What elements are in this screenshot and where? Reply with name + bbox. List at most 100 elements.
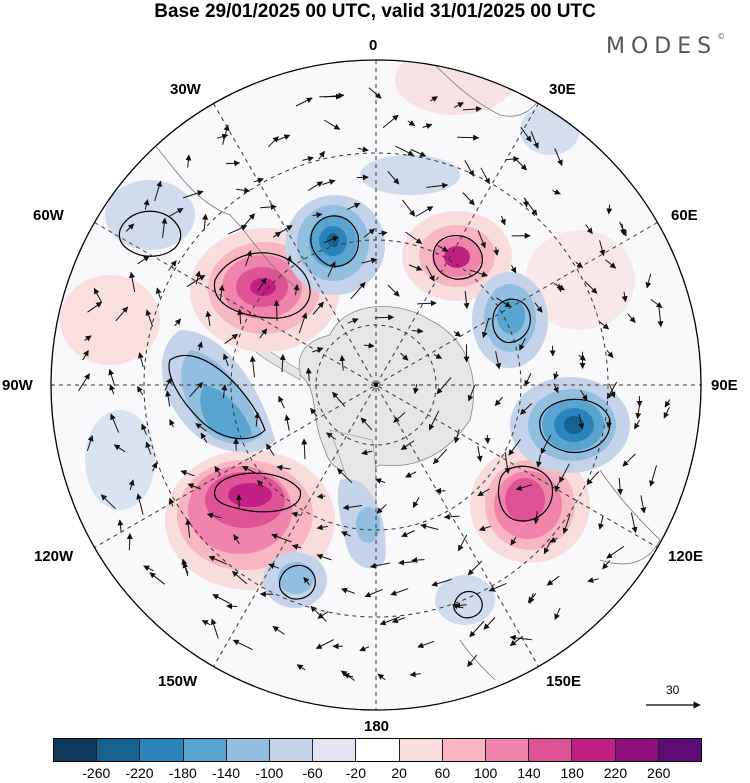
colorbar-tick-label: 60 <box>434 765 451 781</box>
wind-vector <box>422 123 433 130</box>
colorbar-tick-label: -20 <box>345 765 366 781</box>
wind-vector <box>543 540 552 555</box>
colorbar-swatch <box>97 739 141 761</box>
wind-vector <box>341 587 356 594</box>
wind-vector <box>310 407 318 417</box>
wind-vector <box>520 126 532 143</box>
antarctica-landmass <box>298 306 474 473</box>
wind-vector <box>430 96 439 102</box>
wind-vector <box>400 440 415 451</box>
wind-vector <box>481 317 490 339</box>
colorbar-swatch <box>356 739 400 761</box>
wind-vector <box>308 181 324 191</box>
wind-vector <box>208 555 228 565</box>
wind-vector <box>222 353 229 367</box>
wind-vector <box>214 466 221 475</box>
lon-label-0: 0 <box>369 37 378 54</box>
wind-vector <box>278 395 285 409</box>
wind-vector <box>382 114 399 129</box>
wind-vector <box>477 230 486 249</box>
wind-vector <box>410 149 427 157</box>
wind-vector <box>161 217 168 238</box>
wind-vector <box>182 190 204 199</box>
wind-vector <box>467 654 478 667</box>
wind-vector <box>508 439 521 456</box>
wind-vector <box>402 199 416 217</box>
wind-vector <box>530 131 539 149</box>
wind-vector <box>640 495 647 514</box>
wind-vector <box>154 180 162 202</box>
wind-vector <box>257 479 264 488</box>
lon-label-150e: 150E <box>546 673 582 690</box>
wind-vector <box>540 434 552 455</box>
wind-vector <box>359 645 370 652</box>
lon-label-120e: 120E <box>668 548 704 565</box>
lon-label-30w: 30W <box>170 81 201 98</box>
wind-vector <box>377 673 386 681</box>
wind-vector <box>84 335 92 342</box>
colorbar-tick-label: -180 <box>168 765 197 781</box>
wind-vector <box>232 639 253 651</box>
wind-vector <box>579 389 588 402</box>
reference-vector-label: 30 <box>666 683 680 697</box>
wind-vector <box>463 291 470 310</box>
wind-vector <box>298 312 308 334</box>
wind-vector <box>318 150 326 160</box>
colorbar-swatch <box>572 739 616 761</box>
wind-vector <box>510 536 517 546</box>
wind-vector <box>279 353 286 373</box>
wind-vector <box>129 271 136 293</box>
wind-vector <box>391 617 406 624</box>
wind-vector <box>619 221 627 237</box>
wind-vector <box>453 330 462 337</box>
wind-vector <box>663 407 670 419</box>
wind-vector <box>467 384 476 402</box>
wind-vector <box>375 478 386 484</box>
wind-vector <box>165 390 172 407</box>
wind-vector <box>549 536 558 543</box>
wind-vector <box>303 576 310 586</box>
wind-vector <box>457 134 480 141</box>
wind-vector <box>337 468 353 484</box>
wind-vector <box>408 264 423 271</box>
brand-logo: MODES© <box>606 32 725 59</box>
wind-vector <box>477 488 490 497</box>
wind-vector <box>312 347 324 353</box>
lon-label-60w: 60W <box>33 207 64 224</box>
colorbar-tick-label: 220 <box>603 765 628 781</box>
wind-vector <box>523 197 538 216</box>
wind-vector <box>284 414 291 431</box>
wind-vector <box>417 640 435 649</box>
colorbar-tick-label: -260 <box>82 765 111 781</box>
wind-vector <box>221 384 228 399</box>
wind-vector <box>226 603 238 610</box>
wind-vector <box>364 588 383 598</box>
wind-vector <box>136 385 144 396</box>
wind-vector <box>363 342 375 349</box>
wind-vector <box>224 333 239 345</box>
wind-vector <box>187 483 201 490</box>
wind-vector <box>453 102 464 108</box>
wind-vector <box>586 471 600 486</box>
wind-vector <box>476 446 483 462</box>
colorbar-swatch <box>529 739 573 761</box>
wind-vector <box>664 399 671 408</box>
colorbar <box>53 738 702 762</box>
wind-vector <box>415 206 434 217</box>
wind-vector <box>276 464 291 471</box>
wind-vector <box>462 105 482 112</box>
wind-vector <box>217 133 229 140</box>
wind-vector <box>552 189 561 195</box>
wind-vector <box>125 223 135 232</box>
wind-vector <box>316 553 332 561</box>
wind-vector <box>395 145 415 156</box>
colorbar-swatch <box>658 739 702 761</box>
wind-vector <box>346 202 361 210</box>
wind-vector <box>554 148 563 166</box>
lon-label-60e: 60E <box>671 207 698 224</box>
wind-vector <box>141 423 147 435</box>
wind-vector <box>195 423 207 432</box>
wind-vector <box>453 429 460 444</box>
wind-vector <box>606 545 625 559</box>
wind-vector <box>168 497 175 507</box>
